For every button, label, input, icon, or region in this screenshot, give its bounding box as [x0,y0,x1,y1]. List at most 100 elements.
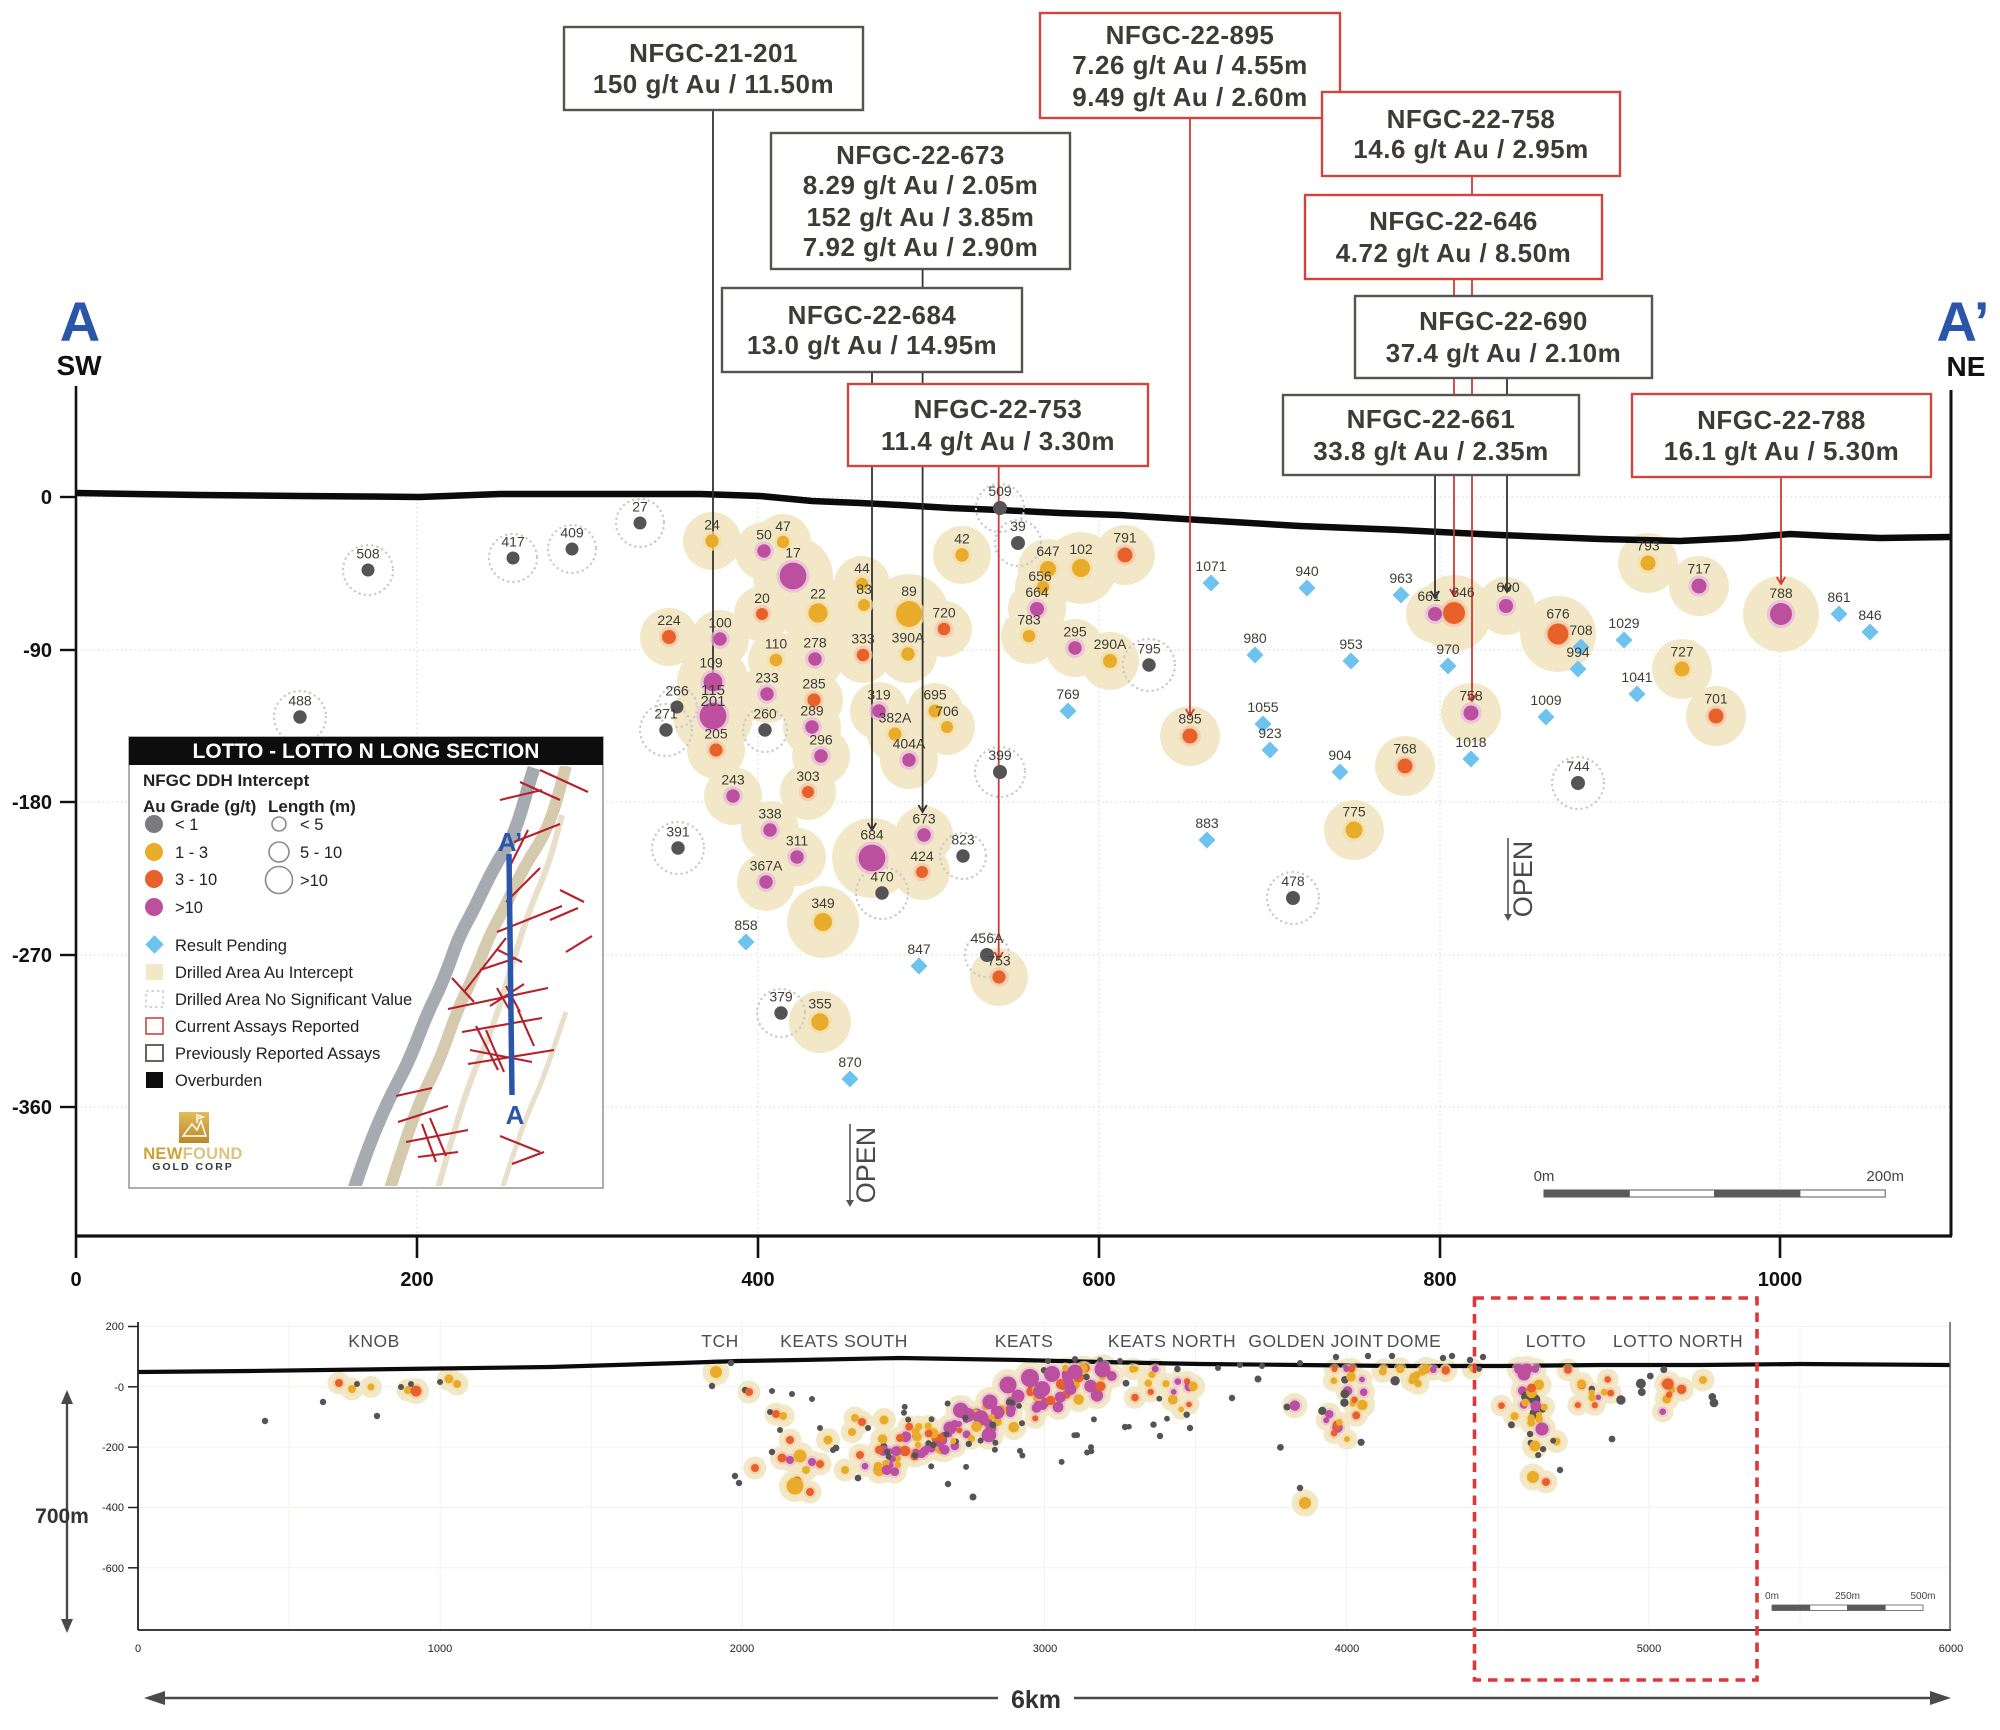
svg-text:775: 775 [1342,804,1366,820]
svg-text:20: 20 [754,590,770,606]
svg-text:720: 720 [932,605,956,621]
svg-text:266: 266 [665,683,689,699]
svg-text:701: 701 [1704,691,1728,707]
svg-text:858: 858 [734,917,758,933]
svg-text:758: 758 [1459,688,1483,704]
svg-text:260: 260 [753,705,777,721]
svg-text:89: 89 [901,583,917,599]
svg-text:250m: 250m [1835,1591,1860,1602]
svg-text:Previously Reported Assays: Previously Reported Assays [175,1045,380,1063]
svg-text:303: 303 [796,768,820,784]
svg-text:379: 379 [769,988,793,1004]
svg-text:285: 285 [802,675,826,691]
svg-text:5 - 10: 5 - 10 [300,844,342,862]
svg-text:4000: 4000 [1335,1643,1359,1655]
svg-text:-270: -270 [12,945,52,967]
svg-text:3 - 10: 3 - 10 [175,871,217,889]
svg-text:24: 24 [704,516,720,532]
svg-text:706: 706 [935,703,959,719]
svg-text:695: 695 [923,687,947,703]
svg-text:Overburden: Overburden [175,1072,262,1090]
svg-text:OPEN: OPEN [1508,841,1538,918]
svg-text:NFGC-22-895: NFGC-22-895 [1106,20,1275,50]
svg-text:109: 109 [699,655,723,671]
svg-text:Drilled Area No Significant Va: Drilled Area No Significant Value [175,991,412,1009]
svg-text:1009: 1009 [1530,692,1561,708]
svg-text:904: 904 [1328,747,1352,763]
svg-text:664: 664 [1025,584,1049,600]
svg-text:115: 115 [701,682,725,699]
svg-text:295: 295 [1063,623,1087,639]
svg-text:200m: 200m [1866,1168,1904,1185]
svg-text:DOME: DOME [1387,1331,1442,1351]
svg-text:200: 200 [106,1321,124,1333]
svg-text:278: 278 [803,634,827,650]
svg-text:224: 224 [657,612,681,628]
svg-text:NE: NE [1947,351,1986,382]
svg-text:A’: A’ [1937,290,1990,353]
svg-text:417: 417 [501,534,525,550]
svg-text:NFGC-22-684: NFGC-22-684 [788,300,957,330]
svg-text:< 5: < 5 [300,816,323,834]
svg-text:508: 508 [356,546,380,562]
svg-text:NFGC-22-673: NFGC-22-673 [836,140,1005,170]
svg-text:391: 391 [666,823,690,839]
svg-text:TCH: TCH [701,1331,738,1351]
svg-text:963: 963 [1389,570,1413,586]
svg-text:788: 788 [1769,585,1793,601]
svg-text:600: 600 [1082,1269,1115,1291]
svg-text:50: 50 [756,526,772,542]
svg-text:152 g/t Au / 3.85m: 152 g/t Au / 3.85m [807,202,1035,232]
svg-text:39: 39 [1010,518,1026,534]
svg-text:>10: >10 [300,872,328,890]
svg-text:0m: 0m [1765,1591,1779,1602]
svg-text:GOLD CORP: GOLD CORP [152,1161,234,1173]
svg-text:7.92 g/t Au / 2.90m: 7.92 g/t Au / 2.90m [803,232,1038,262]
svg-text:271: 271 [654,705,678,721]
svg-text:400: 400 [741,1269,774,1291]
svg-text:647: 647 [1036,543,1060,559]
svg-text:2000: 2000 [730,1643,754,1655]
svg-text:7.26 g/t Au / 4.55m: 7.26 g/t Au / 4.55m [1072,50,1307,80]
svg-text:791: 791 [1113,530,1137,546]
svg-text:1055: 1055 [1247,699,1278,715]
svg-text:290A: 290A [1094,636,1127,652]
svg-text:0: 0 [41,487,52,509]
svg-text:923: 923 [1258,725,1282,741]
svg-text:27: 27 [632,499,648,515]
svg-text:5000: 5000 [1637,1643,1661,1655]
svg-text:1 - 3: 1 - 3 [175,844,208,862]
svg-text:456A: 456A [971,930,1004,946]
svg-text:676: 676 [1546,606,1570,622]
svg-text:338: 338 [758,805,782,821]
svg-text:A: A [506,1100,525,1130]
svg-text:-0: -0 [114,1382,124,1394]
svg-text:16.1 g/t Au / 5.30m: 16.1 g/t Au / 5.30m [1664,436,1899,466]
svg-text:-600: -600 [102,1563,124,1575]
svg-text:22: 22 [810,585,826,601]
svg-text:1029: 1029 [1608,615,1639,631]
svg-text:13.0 g/t Au / 14.95m: 13.0 g/t Au / 14.95m [747,330,997,360]
svg-text:823: 823 [951,831,975,847]
svg-text:3000: 3000 [1033,1643,1057,1655]
svg-text:6000: 6000 [1939,1643,1963,1655]
svg-text:390A: 390A [892,629,925,645]
svg-text:861: 861 [1827,589,1851,605]
svg-text:1000: 1000 [1758,1269,1803,1291]
svg-text:Au Grade (g/t): Au Grade (g/t) [143,797,256,816]
svg-text:800: 800 [1423,1269,1456,1291]
svg-text:NFGC-22-753: NFGC-22-753 [914,394,1083,424]
svg-text:994: 994 [1566,644,1590,660]
svg-text:409: 409 [560,525,584,541]
svg-text:8.29 g/t Au / 2.05m: 8.29 g/t Au / 2.05m [803,170,1038,200]
svg-text:NFGC-22-788: NFGC-22-788 [1697,405,1866,435]
svg-text:488: 488 [288,692,312,708]
svg-text:895: 895 [1178,711,1202,727]
svg-text:367A: 367A [750,857,783,873]
svg-text:100: 100 [708,614,732,630]
svg-text:1018: 1018 [1455,734,1486,750]
svg-text:LOTTO: LOTTO [1526,1331,1587,1351]
svg-text:-360: -360 [12,1097,52,1119]
svg-text:NFGC-22-690: NFGC-22-690 [1419,306,1588,336]
svg-text:201: 201 [700,693,725,710]
